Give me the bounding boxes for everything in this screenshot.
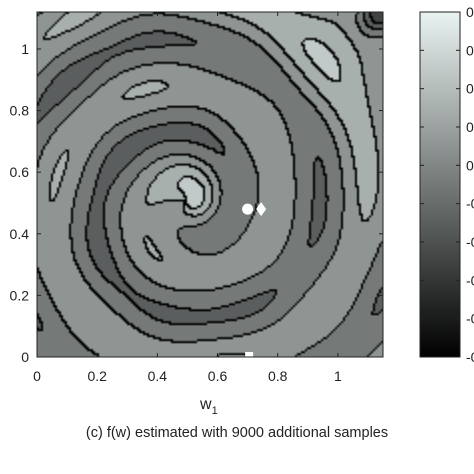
plot-frame	[36, 11, 384, 358]
y-tick-label: 0.4	[10, 226, 30, 242]
colorbar-tick-label: -0.05	[466, 196, 474, 212]
colorbar-tick-label: 0.2	[466, 4, 474, 20]
circle-marker	[242, 203, 254, 215]
colorbar-tick-label: 0.15	[466, 42, 474, 58]
colorbar-tick-label: -0.25	[466, 349, 474, 365]
x-tick-label: 0	[33, 368, 41, 384]
colorbar-tick-label: 0.1	[466, 81, 474, 97]
colorbar: 0.2 0.15 0.1 0.05 0 -0.05 -0.1 -0.15 -0.2 -0.25	[419, 4, 474, 365]
colorbar-tick-label: 0.05	[466, 119, 474, 135]
diamond-marker	[256, 202, 267, 217]
x-axis-label: w1	[199, 396, 218, 417]
colorbar-ticks: 0.2 0.15 0.1 0.05 0 -0.05 -0.1 -0.15 -0.2 -0.25	[420, 4, 474, 365]
plot-area	[36, 11, 384, 358]
x-tick-label: 0.8	[268, 368, 288, 384]
y-tick-label: 0.8	[10, 103, 30, 119]
figure-caption: (c) f(w) estimated with 9000 additional …	[85, 425, 389, 441]
x-tick-label: 0.6	[208, 368, 228, 384]
colorbar-tick-label: -0.2	[466, 311, 474, 327]
y-tick-label: 0	[21, 349, 29, 365]
x-tick-label: 0.2	[87, 368, 107, 384]
colorbar-tick-label: -0.1	[466, 234, 474, 250]
x-tick-label: 0.4	[148, 368, 168, 384]
y-tick-label: 1	[21, 41, 29, 57]
y-tick-label: 0.2	[10, 287, 30, 303]
markers	[242, 202, 267, 357]
colorbar-tick-label: 0	[466, 157, 474, 173]
square-marker	[245, 352, 254, 357]
contour-field	[37, 12, 383, 357]
colorbar-gradient	[419, 11, 461, 358]
colorbar-tick-label: -0.15	[466, 272, 474, 288]
x-tick-label: 1	[334, 368, 342, 384]
y-axis: 0 0.2 0.4 0.6 0.8 1	[10, 41, 383, 365]
x-axis: 0 0.2 0.4 0.6 0.8 1	[33, 12, 342, 384]
y-tick-label: 0.6	[10, 164, 30, 180]
